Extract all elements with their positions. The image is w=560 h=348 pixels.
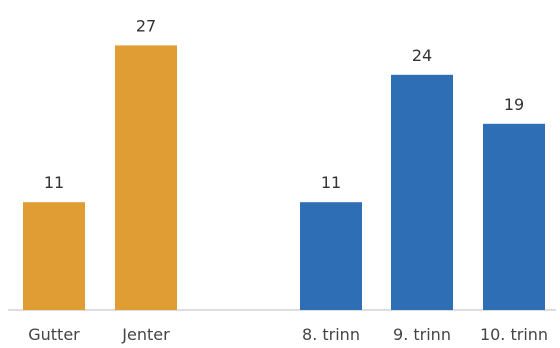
category-label-10-trinn: 10. trinn: [480, 325, 548, 344]
bar-jenter: [115, 45, 177, 311]
value-label-8-trinn: 11: [321, 173, 341, 192]
value-label-jenter: 27: [136, 16, 156, 35]
category-label-jenter: Jenter: [121, 325, 170, 344]
bar-8-trinn: [300, 202, 362, 310]
bar-9-trinn: [391, 74, 453, 310]
value-label-gutter: 11: [44, 173, 64, 192]
bar-10-trinn: [483, 123, 545, 310]
category-label-8-trinn: 8. trinn: [302, 325, 360, 344]
chart-marks: 11 Gutter 27 Jenter 11 8. trinn 24 9. trinn 19 10…: [23, 16, 548, 344]
category-label-gutter: Gutter: [28, 325, 80, 344]
value-label-9-trinn: 24: [412, 46, 432, 65]
bar-gutter: [23, 202, 85, 310]
value-label-10-trinn: 19: [504, 95, 524, 114]
category-label-9-trinn: 9. trinn: [393, 325, 451, 344]
